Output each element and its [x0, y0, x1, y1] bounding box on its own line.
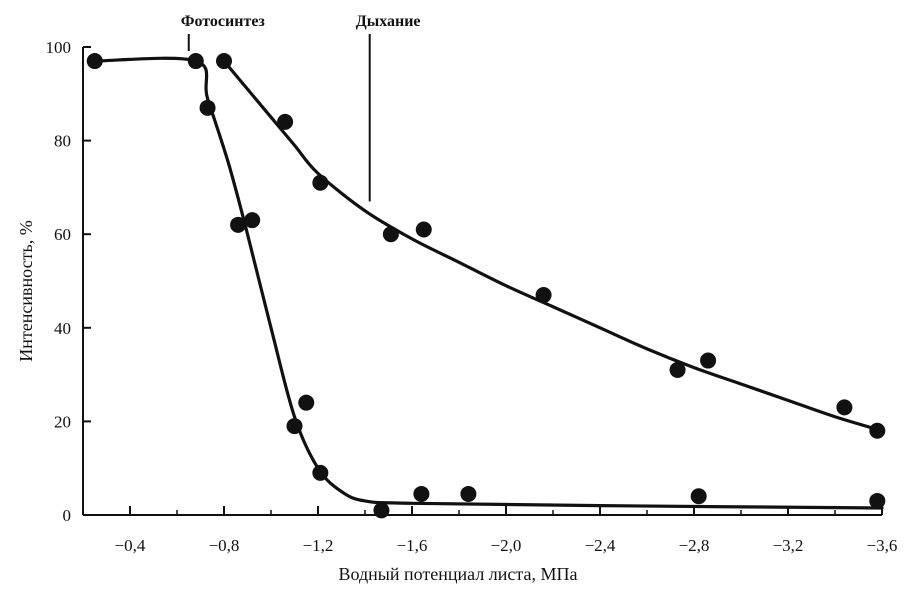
series-0-point	[413, 485, 430, 502]
series-0-point	[244, 212, 261, 229]
series-0-point	[86, 53, 103, 70]
x-tick-label: −2,8	[679, 536, 710, 555]
x-tick-label: −0,8	[209, 536, 240, 555]
y-tick-label: 0	[63, 506, 72, 525]
series-0-point	[869, 492, 886, 509]
x-tick-label: −3,6	[867, 536, 898, 555]
series-0-curve	[93, 56, 884, 510]
annotation-label: Фотосинтез	[181, 13, 266, 30]
series-1-point	[216, 53, 232, 70]
x-tick-label: −3,2	[773, 536, 804, 555]
x-tick-label: −1,2	[303, 536, 334, 555]
y-tick-label: 20	[54, 412, 71, 431]
data-points	[86, 53, 886, 519]
series-1-point	[869, 422, 886, 439]
series-1-point	[669, 361, 686, 378]
series-0-point	[460, 485, 477, 502]
y-tick-label: 80	[54, 132, 71, 151]
series-1-point	[535, 287, 552, 304]
series-1-point	[277, 113, 294, 130]
series-0-point	[690, 488, 707, 505]
series-1-point	[700, 352, 717, 369]
series-0-point	[187, 53, 204, 70]
x-axis-title: Водный потенциал листа, МПа	[339, 564, 578, 584]
fitted-curves	[93, 56, 884, 510]
y-tick-label: 60	[54, 225, 71, 244]
y-axis-title: Интенсивность, %	[16, 220, 36, 361]
annotations: Фотосинтез Дыхание	[181, 13, 421, 202]
series-1-curve	[222, 59, 884, 433]
x-tick-label: −1,6	[397, 536, 428, 555]
series-1-point	[415, 221, 432, 238]
x-tick-label: −0,4	[115, 536, 146, 555]
series-0-point	[230, 216, 247, 233]
axes	[82, 46, 883, 516]
series-0-point	[286, 418, 303, 435]
y-tick-label: 100	[46, 38, 72, 57]
y-tick-label: 40	[54, 319, 71, 338]
series-1-point	[312, 174, 329, 191]
x-tick-label: −2,0	[491, 536, 522, 555]
series-0-point	[298, 394, 315, 411]
annotation-label: Дыхание	[356, 13, 421, 30]
labels: 0 20 40 60 80 100 −0,4 −0,8 −1,2 −1,6 −2,0 −2,4 −2,8…	[16, 38, 897, 584]
series-1-point	[836, 399, 853, 416]
series-0-point	[199, 99, 216, 116]
series-0-point	[312, 464, 329, 481]
x-tick-label: −2,4	[585, 536, 616, 555]
series-0-point	[373, 502, 390, 519]
series-1-point	[382, 226, 399, 243]
